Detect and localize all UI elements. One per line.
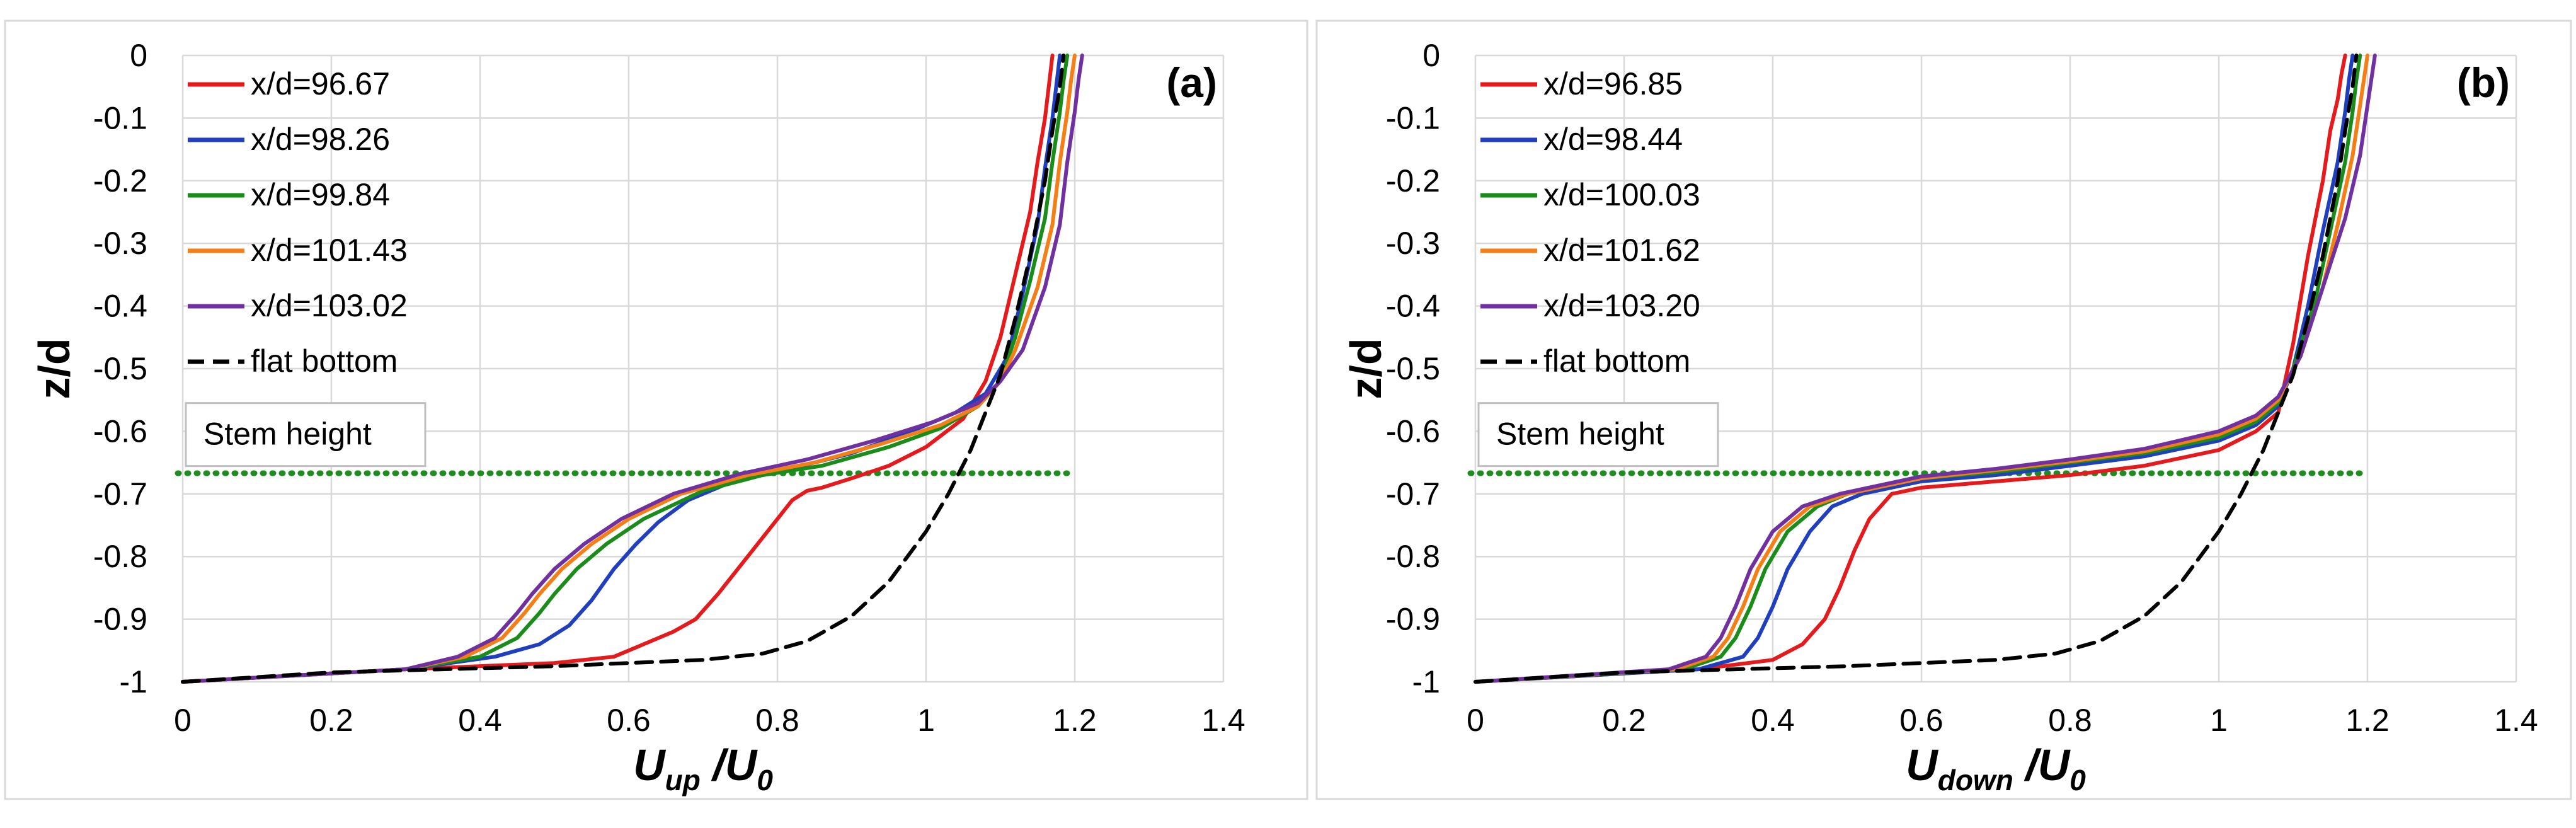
legend-label: x/d=100.03	[1543, 177, 1700, 212]
y-tick-label: -0.9	[93, 602, 147, 637]
x-tick-label: 1.4	[1201, 703, 1245, 738]
x-tick-label: 0.6	[1899, 703, 1943, 738]
x-tick-label: 0.2	[1602, 703, 1646, 738]
x-tick-label: 1.4	[2494, 703, 2538, 738]
series-line-5	[1474, 54, 2359, 684]
series-line-0	[1474, 54, 2347, 684]
y-axis-label: z/d	[30, 338, 79, 399]
x-axis-label-rest: /U	[2013, 740, 2071, 790]
panel-label: (b)	[2457, 59, 2510, 106]
x-tick-label: 0.8	[755, 703, 799, 738]
series-line-4	[1474, 54, 2377, 684]
x-axis-label-sub2: 0	[2069, 764, 2086, 796]
x-tick-label: 0.4	[458, 703, 502, 738]
y-tick-label: -0.1	[1386, 100, 1440, 135]
legend-label: x/d=103.20	[1543, 288, 1700, 323]
x-axis-label-rest: /U	[701, 740, 758, 790]
series-line-2	[181, 54, 1070, 684]
legend-label: x/d=96.85	[1543, 66, 1683, 101]
legend-label: x/d=101.43	[251, 233, 408, 268]
series-line-0	[181, 54, 1055, 684]
x-tick-label: 0	[174, 703, 192, 738]
series-line-1	[1474, 54, 2355, 684]
legend-label: x/d=96.67	[251, 66, 390, 101]
y-tick-label: -1	[120, 664, 147, 699]
stem-height-label: Stem height	[1496, 417, 1664, 452]
y-tick-label: -0.7	[1386, 476, 1440, 512]
legend-label: flat bottom	[1543, 343, 1690, 379]
y-tick-label: -0.2	[1386, 163, 1440, 198]
x-axis-label: Uup /U0	[633, 740, 773, 796]
y-tick-label: -0.9	[1386, 602, 1440, 637]
x-axis-label: Udown /U0	[1906, 740, 2086, 796]
legend-label: x/d=99.84	[251, 177, 390, 212]
x-tick-label: 1.2	[2345, 703, 2390, 738]
y-tick-label: -0.8	[1386, 539, 1440, 574]
y-tick-label: -1	[1412, 664, 1440, 699]
y-tick-label: -0.3	[1386, 226, 1440, 261]
series-line-5	[181, 54, 1066, 684]
x-tick-label: 0.2	[309, 703, 353, 738]
y-tick-label: -0.2	[93, 163, 147, 198]
x-axis-label-sub: up	[665, 764, 701, 796]
x-tick-label: 1	[2210, 703, 2228, 738]
x-tick-label: 1.2	[1053, 703, 1097, 738]
stem-height-box	[1477, 402, 1719, 468]
y-tick-label: 0	[1423, 38, 1440, 73]
y-tick-label: -0.5	[1386, 351, 1440, 386]
x-tick-label: 1	[917, 703, 935, 738]
panel-label: (a)	[1166, 59, 1217, 106]
chart-panel-a: 0 0.2 0.4 0.6 0.8 1 1.2 1.4 0 -0.1 -0.2 -0.3 -0.4 -0.…	[4, 20, 1308, 800]
series-line-4	[181, 54, 1084, 684]
y-axis-label: z/d	[1341, 338, 1390, 399]
legend-label: x/d=98.44	[1543, 122, 1683, 157]
y-tick-label: -0.6	[1386, 413, 1440, 449]
y-tick-label: -0.5	[93, 351, 147, 386]
y-tick-label: -0.4	[1386, 289, 1440, 324]
y-tick-label: -0.4	[93, 289, 147, 324]
legend-label: flat bottom	[251, 343, 398, 379]
stem-height-box	[185, 402, 426, 468]
chart-panel-b: 0 0.2 0.4 0.6 0.8 1 1.2 1.4 0 -0.1 -0.2 -0.3 -0.4 -0.…	[1315, 20, 2572, 800]
y-tick-label: -0.8	[93, 539, 147, 574]
y-tick-label: -0.7	[93, 476, 147, 512]
x-axis-label-main: U	[633, 740, 666, 790]
y-tick-label: -0.3	[93, 226, 147, 261]
y-tick-label: -0.6	[93, 413, 147, 449]
x-axis-label-main: U	[1906, 740, 1938, 790]
x-axis-label-sub2: 0	[757, 764, 773, 796]
x-tick-label: 0.6	[607, 703, 651, 738]
x-axis-label-sub: down	[1938, 764, 2013, 796]
series-line-3	[181, 54, 1077, 684]
x-tick-label: 0.8	[2048, 703, 2092, 738]
y-tick-label: -0.1	[93, 100, 147, 135]
x-tick-label: 0	[1467, 703, 1484, 738]
x-tick-label: 0.4	[1751, 703, 1795, 738]
stem-height-label: Stem height	[203, 417, 372, 452]
legend-label: x/d=98.26	[251, 122, 390, 157]
legend-label: x/d=103.02	[251, 288, 408, 323]
y-tick-label: 0	[130, 38, 147, 73]
legend-label: x/d=101.62	[1543, 233, 1700, 268]
